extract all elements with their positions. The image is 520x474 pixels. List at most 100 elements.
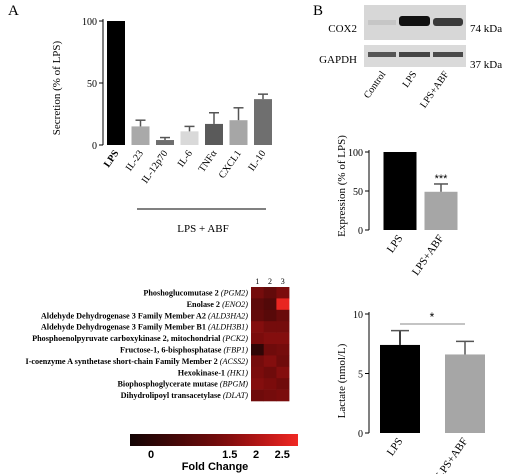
cox2-band-control [368, 20, 396, 25]
y-tick-label: 100 [82, 17, 97, 28]
blot-lane-label-control: Control [362, 69, 389, 101]
heatmap-cell [276, 389, 290, 402]
y-tick-label: 50 [87, 79, 97, 90]
heatmap-row-label: Aldehyde Dehydrogenase 3 Family Member A… [41, 311, 248, 320]
row-gene: (ENO2) [222, 300, 248, 309]
bar-LPS [380, 344, 420, 433]
colorbar-tick-label: 2.5 [275, 449, 290, 461]
bar-LPS+ABF [424, 191, 458, 230]
expression-y-axis-label: Expression (% of LPS) [336, 135, 348, 237]
x-tick-label-IL-10: IL-10 [246, 148, 268, 173]
y-tick-label: 50 [353, 187, 363, 198]
x-tick-label-TNFα: TNFα [197, 148, 220, 175]
blot-band-label-cox2: COX2 [328, 23, 357, 35]
y-tick-label: 0 [358, 226, 363, 237]
panel-label-b: B [313, 3, 323, 19]
row-gene: (PGM2) [221, 289, 249, 298]
bar-CXCL1 [229, 120, 248, 145]
cox2-band-lps-abf [433, 18, 463, 26]
heatmap-cell [276, 366, 290, 379]
x-tick-label-LPS+ABF: LPS+ABF [434, 436, 471, 474]
row-name: Hexokinase-1 [178, 368, 227, 377]
heatmap-cell [263, 332, 277, 345]
x-tick-label-LPS: LPS [102, 148, 122, 170]
row-name: Biophosphoglycerate mutase [117, 380, 219, 389]
colorbar-gradient [130, 434, 298, 446]
row-name: Fructose-1, 6-bisphosphatase [120, 346, 224, 355]
secretion-y-axis-label: Secretion (% of LPS) [51, 40, 63, 135]
y-tick-label: 10 [353, 310, 363, 321]
heatmap-column-label: 1 [255, 277, 259, 286]
cox2-band-lps [399, 16, 430, 26]
colorbar-tick-label: 1.5 [222, 449, 237, 461]
heatmap-cell [263, 309, 277, 322]
row-gene: (DLAT) [223, 391, 248, 400]
x-tick-label-LPS: LPS [385, 436, 406, 458]
x-tick-label-IL-6: IL-6 [176, 148, 195, 169]
heatmap-row-label: Fructose-1, 6-bisphosphatase (FBP1) [120, 346, 248, 355]
bar-LPS [107, 21, 125, 145]
heatmap-cell [251, 298, 264, 311]
heatmap-cell [251, 389, 264, 402]
heatmap-cell [276, 332, 290, 345]
y-tick-label: 5 [358, 370, 363, 381]
row-gene: (FBP1) [223, 346, 248, 355]
row-gene: (ACSS2) [220, 357, 248, 366]
x-tick-label-LPS+ABF: LPS+ABF [410, 233, 447, 278]
lactate-y-axis-label: Lactate (nmol/L) [336, 343, 348, 418]
blot-size-label-37kda: 37 kDa [470, 59, 502, 71]
panel-label-a: A [8, 3, 19, 19]
heatmap-row-label: Phoshoglucomutase 2 (PGM2) [143, 289, 248, 298]
heatmap-cell [276, 378, 290, 390]
group-bracket-label: LPS + ABF [177, 223, 228, 235]
row-gene: (BPGM) [220, 380, 248, 389]
heatmap-cell [263, 389, 277, 402]
heatmap-cell [251, 366, 264, 379]
heatmap-row-label: Aldehyde Dehydrogenase 3 Family Member B… [41, 323, 248, 332]
heatmap-cell [251, 309, 264, 322]
y-tick-label: 100 [348, 148, 363, 159]
row-name: Dihydrolipoyl transacetylase [121, 391, 223, 400]
heatmap-row-label: Dihydrolipoyl transacetylase (DLAT) [121, 391, 249, 400]
heatmap-row-label: Phosphoenolpyruvate carboxykinase 2, mit… [32, 334, 248, 343]
bar-IL-6 [180, 131, 199, 145]
gapdh-band-lps [399, 52, 430, 57]
row-gene: (ALD3HA2) [208, 311, 248, 320]
heatmap-cell [263, 298, 277, 311]
row-name: Enolase 2 [187, 300, 223, 309]
blot-lane-label-lps: LPS [401, 69, 420, 89]
heatmap-cell [263, 378, 277, 390]
blot-band-label-gapdh: GAPDH [319, 54, 357, 66]
bar-LPS+ABF [445, 354, 485, 433]
heatmap-column-label: 3 [281, 277, 285, 286]
western-blot [364, 5, 466, 67]
x-tick-label-IL-23: IL-23 [124, 148, 146, 173]
bar-IL-12p70 [156, 140, 174, 145]
row-name: Aldehyde Dehydrogenase 3 Family Member A… [41, 311, 208, 320]
gapdh-band-control [368, 52, 396, 57]
row-gene: (ALDH3B1) [208, 323, 248, 332]
heatmap-cell [251, 321, 264, 333]
row-name: Phosphoenolpyruvate carboxykinase 2, mit… [32, 334, 222, 343]
row-name: Aldehyde Dehydrogenase 3 Family Member B… [41, 323, 208, 332]
x-tick-label-CXCL1: CXCL1 [217, 148, 244, 180]
fold-change-heatmap: 1 2 3 Phoshoglucomutase 2 (PGM2) Enolase 2 (… [26, 277, 290, 402]
heatmap-cell [263, 287, 277, 299]
bar-IL-10 [254, 99, 272, 145]
row-name: I-coenzyme A synthetase short-chain Fami… [26, 357, 220, 366]
y-tick-label: 0 [92, 141, 97, 152]
blot-size-label-74kda: 74 kDa [470, 23, 502, 35]
fold-change-colorbar: 0 1.5 2 2.5 [130, 434, 298, 461]
blot-lane-label-lps-abf: LPS+ABF [418, 69, 452, 110]
heatmap-cell [276, 321, 290, 333]
bar-IL-23 [131, 126, 150, 145]
colorbar-tick-label: 2 [253, 449, 259, 461]
heatmap-cell [263, 355, 277, 368]
gapdh-band-lps-abf [433, 52, 463, 57]
row-gene: (HK1) [227, 368, 248, 377]
bar-LPS [383, 152, 417, 230]
cox2-expression-bar-chart: 0 50 100 LPS LPS+ABF *** [348, 148, 458, 278]
significance-annotation: *** [435, 173, 449, 185]
